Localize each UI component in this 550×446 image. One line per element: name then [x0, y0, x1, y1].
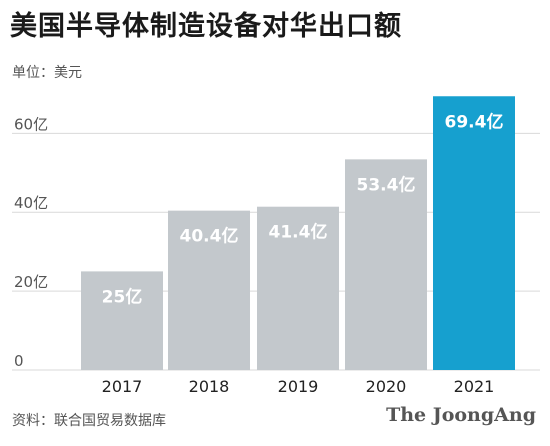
x-tick-label: 2021	[454, 377, 495, 396]
bar-2018	[168, 210, 250, 370]
axis-ticks: 0 20亿 40亿 60亿 2017 2018 2019 2020 2021	[14, 115, 494, 396]
bar-value-label: 41.4亿	[269, 222, 328, 243]
publisher-logo: The JoongAng	[386, 404, 536, 426]
bar-2019	[257, 206, 339, 370]
source-note: 资料：联合国贸易数据库	[12, 413, 166, 429]
y-tick-label: 40亿	[14, 194, 48, 212]
bar-2017	[81, 271, 163, 370]
bar-2020	[345, 159, 427, 370]
y-tick-label: 0	[14, 352, 24, 370]
bars	[81, 96, 515, 370]
y-tick-label: 60亿	[14, 115, 48, 133]
bar-value-label: 40.4亿	[180, 226, 239, 247]
x-tick-label: 2017	[102, 377, 143, 396]
y-tick-label: 20亿	[14, 273, 48, 291]
x-tick-label: 2020	[366, 377, 407, 396]
unit-label: 单位：美元	[12, 65, 82, 81]
chart-title: 美国半导体制造设备对华出口额	[10, 11, 402, 42]
bar-value-label: 25亿	[102, 286, 143, 307]
bar-chart: 25亿 40.4亿 41.4亿 53.4亿 69.4亿 0 20亿 40亿 60亿 2017 20…	[12, 96, 540, 396]
bar-value-labels: 25亿 40.4亿 41.4亿 53.4亿 69.4亿	[102, 111, 504, 307]
bar-2021	[433, 96, 515, 370]
bar-value-label: 69.4亿	[445, 111, 504, 132]
x-tick-label: 2018	[189, 377, 230, 396]
bar-value-label: 53.4亿	[357, 174, 416, 195]
x-tick-label: 2019	[278, 377, 319, 396]
